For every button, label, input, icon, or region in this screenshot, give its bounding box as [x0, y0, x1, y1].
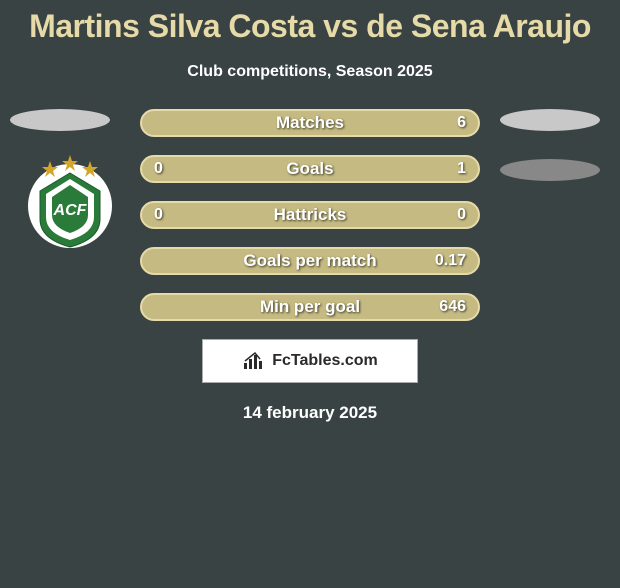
player-badge-right [500, 109, 600, 131]
stat-right-value: 1 [457, 160, 466, 178]
stat-row-mpg: Min per goal 646 [140, 293, 480, 321]
date: 14 february 2025 [0, 403, 620, 423]
chart-icon [242, 351, 266, 371]
site-logo-text: FcTables.com [272, 352, 378, 370]
stat-label: Goals [286, 159, 333, 179]
stat-row-gpm: Goals per match 0.17 [140, 247, 480, 275]
club-badge: ACF [20, 151, 120, 251]
stat-row-goals: 0 Goals 1 [140, 155, 480, 183]
stats-area: ACF Matches 6 0 Goals 1 0 Hattricks 0 Go… [0, 109, 620, 321]
page-title: Martins Silva Costa vs de Sena Araujo [0, 8, 620, 45]
stat-left-value: 0 [154, 160, 163, 178]
stat-right-value: 6 [457, 114, 466, 132]
stat-right-value: 646 [439, 298, 466, 316]
stat-label: Min per goal [260, 297, 360, 317]
svg-text:ACF: ACF [53, 202, 88, 219]
stat-row-hattricks: 0 Hattricks 0 [140, 201, 480, 229]
subtitle: Club competitions, Season 2025 [0, 63, 620, 81]
stat-right-value: 0.17 [435, 252, 466, 270]
stat-label: Goals per match [243, 251, 376, 271]
stat-rows: Matches 6 0 Goals 1 0 Hattricks 0 Goals … [140, 109, 480, 321]
player-badge-right-2 [500, 159, 600, 181]
stat-right-value: 0 [457, 206, 466, 224]
player-badge-left [10, 109, 110, 131]
stat-label: Hattricks [274, 205, 347, 225]
stat-left-value: 0 [154, 206, 163, 224]
stat-row-matches: Matches 6 [140, 109, 480, 137]
stat-label: Matches [276, 113, 344, 133]
site-logo: FcTables.com [202, 339, 418, 383]
